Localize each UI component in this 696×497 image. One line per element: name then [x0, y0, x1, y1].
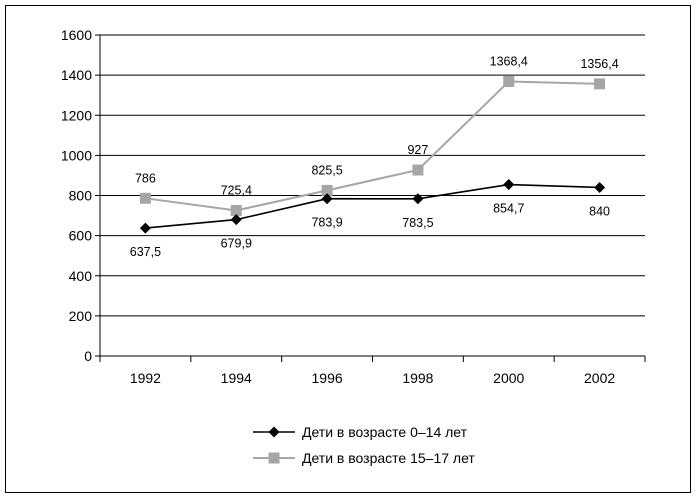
- data-point-square: [230, 204, 242, 216]
- data-point-diamond: [230, 214, 242, 226]
- data-label: 840: [589, 204, 610, 218]
- x-tick-label: 2002: [584, 370, 615, 386]
- data-point-square: [594, 78, 606, 90]
- data-point-diamond: [503, 179, 515, 191]
- x-tick-labels: 1992 1994 1996 1998 2000 2002: [130, 370, 616, 386]
- data-point-square: [412, 164, 424, 176]
- x-tick-label: 1992: [130, 370, 161, 386]
- x-tick-label: 2000: [493, 370, 524, 386]
- y-tick-labels: 0 200 400 600 800 1000 1200 1400 1600: [61, 27, 92, 364]
- chart-frame: [5, 5, 691, 493]
- data-label: 825,5: [311, 163, 342, 177]
- legend-diamond-marker: [268, 426, 280, 438]
- data-label: 854,7: [493, 202, 524, 216]
- series-line-2: [145, 80, 600, 212]
- data-label: 725,4: [221, 183, 252, 197]
- x-tick-label: 1994: [221, 370, 252, 386]
- data-label: 637,5: [130, 245, 161, 259]
- data-label: 786: [135, 171, 156, 185]
- data-label: 1368,4: [490, 54, 528, 68]
- x-tick-label: 1996: [312, 370, 343, 386]
- y-tick-label: 1200: [61, 107, 92, 123]
- legend: Дети в возрасте 0–14 лет Дети в возрасте …: [253, 424, 475, 466]
- data-labels: 637,5 679,9 783,9 783,5 854,7 840 786 725,4 825,…: [130, 54, 619, 259]
- x-tick-label: 1998: [402, 370, 433, 386]
- data-label: 1356,4: [580, 57, 618, 71]
- data-label: 927: [407, 143, 428, 157]
- y-tick-label: 1600: [61, 27, 92, 43]
- data-point-diamond: [321, 193, 333, 205]
- series-line-1: [145, 183, 600, 229]
- data-label: 783,5: [402, 216, 433, 230]
- data-label: 679,9: [221, 237, 252, 251]
- y-tick-label: 400: [69, 268, 93, 284]
- series-markers: [139, 75, 606, 234]
- y-tick-label: 200: [69, 308, 93, 324]
- data-point-square: [503, 75, 515, 87]
- y-tick-label: 0: [84, 348, 92, 364]
- legend-label: Дети в возрасте 0–14 лет: [302, 424, 468, 440]
- series-lines: [145, 80, 600, 229]
- data-point-square: [139, 192, 151, 204]
- y-tick-label: 1400: [61, 67, 92, 83]
- legend-label: Дети в возрасте 15–17 лет: [302, 450, 475, 466]
- axes: [95, 34, 646, 362]
- data-point-diamond: [594, 181, 606, 193]
- data-label: 783,9: [311, 216, 342, 230]
- data-point-diamond: [139, 222, 151, 234]
- legend-square-marker: [268, 452, 280, 464]
- data-point-diamond: [412, 193, 424, 205]
- y-tick-label: 1000: [61, 147, 92, 163]
- y-tick-label: 600: [69, 228, 93, 244]
- gridlines: [100, 34, 645, 317]
- data-point-square: [321, 184, 333, 196]
- y-tick-label: 800: [69, 188, 93, 204]
